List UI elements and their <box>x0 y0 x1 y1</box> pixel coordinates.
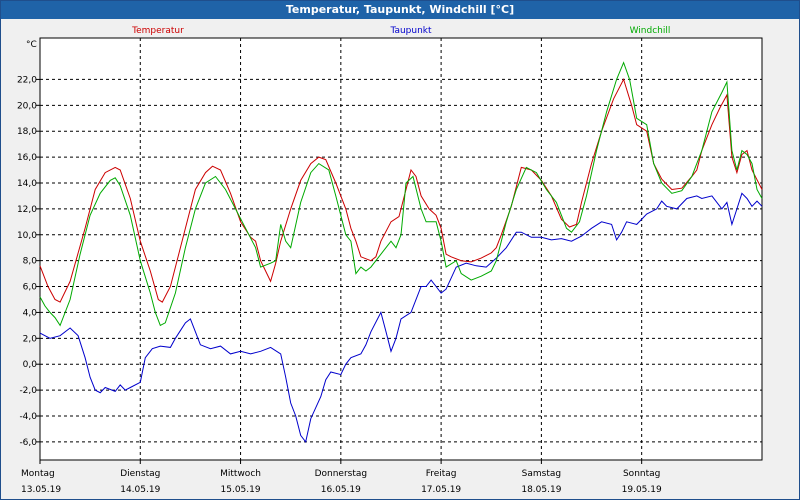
x-tick-date-label: 15.05.19 <box>221 485 261 495</box>
window-title: Temperatur, Taupunkt, Windchill [°C] <box>1 1 799 19</box>
y-tick-label: -6,0 <box>19 438 37 448</box>
y-tick-label: 12,0 <box>17 205 37 215</box>
legend-entry-temperatur: Temperatur <box>131 26 184 36</box>
y-tick-label: 0,0 <box>23 360 38 370</box>
x-tick-date-label: 16.05.19 <box>321 485 361 495</box>
legend-entry-taupunkt: Taupunkt <box>389 26 432 36</box>
y-tick-label: 20,0 <box>17 101 37 111</box>
x-tick-day-label: Dienstag <box>120 469 160 479</box>
x-tick-day-label: Donnerstag <box>315 469 368 479</box>
y-tick-label: 2,0 <box>23 334 38 344</box>
x-tick-day-label: Freitag <box>426 469 457 479</box>
x-tick-date-label: 14.05.19 <box>120 485 160 495</box>
x-tick-date-label: 18.05.19 <box>521 485 561 495</box>
x-tick-date-label: 19.05.19 <box>622 485 662 495</box>
legend: Temperatur Taupunkt Windchill <box>131 26 670 36</box>
legend-entry-windchill: Windchill <box>630 26 671 36</box>
plot-area <box>39 37 763 461</box>
x-tick-day-label: Mittwoch <box>220 469 261 479</box>
y-tick-label: -2,0 <box>19 386 37 396</box>
x-tick-day-label: Montag <box>21 469 55 479</box>
series-lines <box>39 61 763 444</box>
y-tick-label: 4,0 <box>23 308 38 318</box>
y-tick-label: 10,0 <box>17 231 37 241</box>
y-axis-unit-label: °C <box>26 40 37 50</box>
y-tick-label: 14,0 <box>17 179 37 189</box>
series-line-taupunkt <box>39 192 763 444</box>
y-axis-ticks: -6,0 -4,0 -2,0 0,0 2,0 4,0 6,0 8,0 10,0 12,0 14,0 1… <box>17 75 40 448</box>
y-tick-label: 6,0 <box>23 283 38 293</box>
y-tick-label: -4,0 <box>19 412 37 422</box>
grid-lines <box>40 38 762 460</box>
x-axis-ticks: Montag 13.05.19 Dienstag 14.05.19 Mittwoch 15… <box>21 460 662 495</box>
y-tick-label: 18,0 <box>17 127 37 137</box>
x-tick-date-label: 17.05.19 <box>421 485 461 495</box>
x-tick-day-label: Sonntag <box>623 469 660 479</box>
x-tick-day-label: Samstag <box>522 469 561 479</box>
y-tick-label: 8,0 <box>23 257 38 267</box>
y-tick-label: 16,0 <box>17 153 37 163</box>
x-tick-date-label: 13.05.19 <box>21 485 61 495</box>
series-line-windchill <box>39 61 763 327</box>
y-tick-label: 22,0 <box>17 75 37 85</box>
